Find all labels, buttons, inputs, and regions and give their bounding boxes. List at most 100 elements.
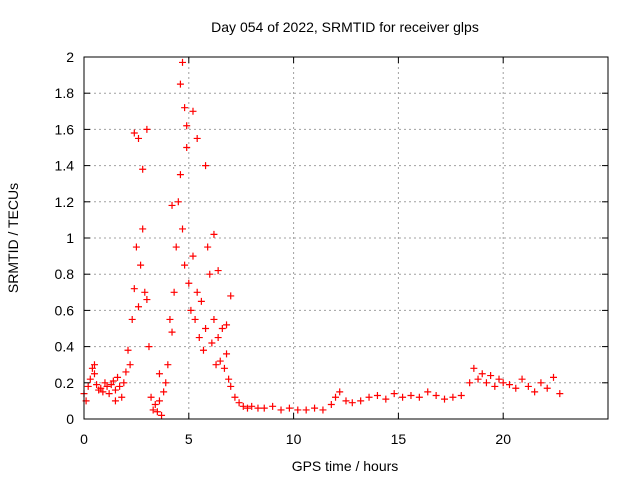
y-tick-label: 0.8 (55, 266, 75, 282)
data-point (139, 225, 147, 233)
data-point (160, 388, 168, 396)
data-point (118, 393, 126, 401)
data-point (474, 375, 482, 383)
data-point (495, 375, 503, 383)
data-point (302, 406, 310, 414)
data-point (88, 364, 96, 372)
y-tick-label: 0.2 (55, 375, 75, 391)
y-tick-label: 0 (66, 411, 74, 427)
data-point (248, 402, 256, 410)
data-point (212, 361, 220, 369)
data-point (139, 165, 147, 173)
data-markers (80, 58, 564, 419)
data-point (168, 328, 176, 336)
data-point (214, 334, 222, 342)
data-point (260, 404, 268, 412)
data-point (512, 384, 520, 392)
data-point (470, 364, 478, 372)
data-point (499, 379, 507, 387)
data-point (155, 397, 163, 405)
data-point (101, 379, 109, 387)
grid-lines (84, 57, 608, 419)
data-point (153, 408, 161, 416)
data-point (90, 370, 98, 378)
data-point (227, 292, 235, 300)
data-point (193, 288, 201, 296)
data-point (179, 58, 187, 66)
x-axis-label: GPS time / hours (292, 458, 399, 474)
x-tick-label: 10 (286, 431, 302, 447)
data-point (97, 384, 105, 392)
data-point (155, 370, 163, 378)
y-tick-label: 1.4 (55, 158, 75, 174)
data-point (176, 171, 184, 179)
data-point (145, 343, 153, 351)
data-point (214, 267, 222, 275)
data-point (166, 315, 174, 323)
data-point (137, 261, 145, 269)
data-point (478, 370, 486, 378)
y-tick-label: 1.2 (55, 194, 75, 210)
data-point (147, 393, 155, 401)
data-point (269, 402, 277, 410)
data-point (128, 315, 136, 323)
data-point (130, 129, 138, 137)
data-point (332, 393, 340, 401)
data-point (449, 393, 457, 401)
chart-title: Day 054 of 2022, SRMTID for receiver glp… (211, 19, 479, 35)
data-point (254, 404, 262, 412)
data-point (143, 296, 151, 304)
data-point (432, 391, 440, 399)
data-point (185, 279, 193, 287)
data-point (126, 361, 134, 369)
data-point (556, 390, 564, 398)
data-point (170, 288, 178, 296)
data-point (158, 411, 166, 419)
data-point (210, 315, 218, 323)
data-point (365, 393, 373, 401)
data-point (231, 393, 239, 401)
data-point (130, 285, 138, 293)
data-point (505, 381, 513, 389)
y-tick-label: 1 (66, 230, 74, 246)
data-point (103, 382, 111, 390)
data-point (216, 357, 224, 365)
data-point (524, 382, 532, 390)
data-point (99, 388, 107, 396)
data-point (223, 350, 231, 358)
data-point (183, 122, 191, 130)
data-point (193, 134, 201, 142)
data-point (202, 162, 210, 170)
data-point (342, 397, 350, 405)
data-point (457, 391, 465, 399)
data-point (206, 270, 214, 278)
data-point (134, 134, 142, 142)
data-point (149, 406, 157, 414)
data-point (466, 379, 474, 387)
data-point (199, 346, 207, 354)
data-point (424, 388, 432, 396)
data-point (93, 381, 101, 389)
data-point (415, 393, 423, 401)
data-point (537, 379, 545, 387)
data-point (183, 144, 191, 151)
data-point (187, 306, 195, 314)
data-point (210, 230, 218, 238)
data-point (336, 388, 344, 396)
data-point (235, 399, 243, 407)
axis-ticks (83, 56, 608, 420)
y-tick-label: 0.4 (55, 339, 75, 355)
data-point (482, 379, 490, 387)
data-point (243, 404, 251, 412)
data-point (202, 325, 210, 332)
data-point (86, 375, 94, 383)
data-point (220, 364, 228, 372)
data-point (208, 339, 216, 347)
data-point (487, 372, 495, 380)
data-point (179, 225, 187, 233)
data-point (172, 243, 180, 251)
data-point (227, 382, 235, 390)
data-point (143, 125, 151, 133)
y-tick-label: 1.6 (55, 121, 75, 137)
